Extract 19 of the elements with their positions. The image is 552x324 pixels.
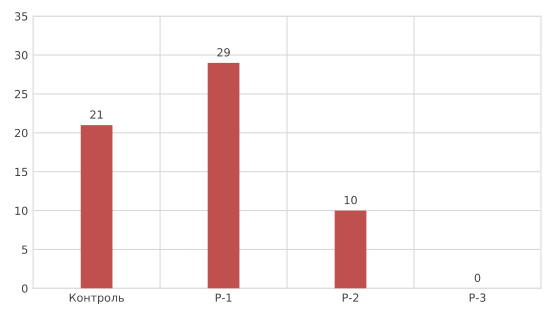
y-tick-label: 10	[15, 206, 28, 215]
y-tick-label: 0	[22, 284, 28, 293]
data-label: 0	[474, 274, 480, 282]
bar	[208, 62, 240, 288]
y-tick-label: 5	[22, 246, 28, 254]
x-tick-label: Р-2	[342, 293, 358, 302]
x-tick-label: Р-3	[470, 293, 486, 302]
x-tick-label: Контроль	[70, 294, 124, 304]
y-tick-label: 25	[14, 90, 28, 98]
bar	[334, 210, 366, 288]
bar	[80, 125, 112, 288]
data-label: 21	[90, 110, 103, 119]
y-tick-label: 30	[14, 51, 28, 60]
data-label: 10	[344, 196, 357, 204]
y-tick-label: 20	[14, 128, 28, 138]
data-label: 29	[217, 48, 230, 57]
x-tick-label: Р-1	[216, 294, 232, 302]
y-tick-label: 35	[14, 12, 28, 21]
y-tick-label: 15	[15, 168, 28, 176]
